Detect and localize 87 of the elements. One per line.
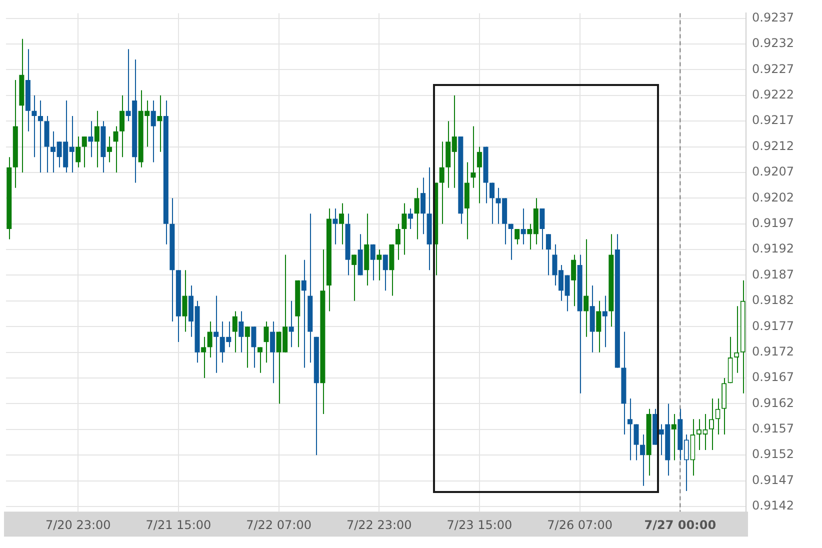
y-tick-label: 0.9202 xyxy=(752,190,794,204)
y-tick-label: 0.9197 xyxy=(752,216,794,230)
candlestick xyxy=(715,398,720,436)
candlestick xyxy=(76,136,81,168)
candlestick xyxy=(584,238,589,338)
candlestick xyxy=(264,320,269,364)
candlestick xyxy=(722,378,727,436)
y-tick-label: 0.9147 xyxy=(752,472,794,487)
candlestick xyxy=(540,208,545,250)
x-tick-label: 7/21 15:00 xyxy=(146,518,212,532)
candlestick xyxy=(339,202,344,245)
candlestick xyxy=(332,208,338,245)
candlestick xyxy=(514,228,520,245)
candlestick xyxy=(728,336,733,384)
y-tick-label: 0.9167 xyxy=(752,370,794,384)
candlestick xyxy=(113,126,118,173)
candlestick xyxy=(546,234,551,276)
candlestick xyxy=(301,259,306,368)
y-tick-label: 0.9207 xyxy=(752,164,794,179)
candlestick xyxy=(408,208,413,230)
candlestick xyxy=(120,94,125,158)
y-tick-label: 0.9212 xyxy=(752,138,794,153)
candlestick xyxy=(402,202,407,256)
y-tick-label: 0.9232 xyxy=(752,36,794,50)
candlestick xyxy=(82,136,87,168)
x-tick-label: 7/27 00:00 xyxy=(644,518,716,532)
y-tick-label: 0.9222 xyxy=(752,88,794,102)
y-tick-label: 0.9172 xyxy=(752,344,794,358)
candlestick xyxy=(251,326,256,368)
candlestick xyxy=(734,306,740,374)
y-tick-label: 0.9227 xyxy=(752,62,794,76)
candlestick xyxy=(690,418,696,476)
y-tick-label: 0.9157 xyxy=(752,422,794,436)
candlestick xyxy=(596,300,602,353)
y-tick-label: 0.9177 xyxy=(752,318,794,333)
candlestick xyxy=(106,136,112,163)
candlestick xyxy=(470,126,476,188)
candlestick xyxy=(352,254,357,302)
candlestick xyxy=(420,177,426,235)
candlestick xyxy=(288,300,294,348)
candlestick xyxy=(709,398,714,450)
x-tick-label: 7/20 23:00 xyxy=(45,518,111,532)
candlestick xyxy=(508,223,514,260)
candlestick xyxy=(270,320,276,384)
candlestick xyxy=(88,120,94,158)
candlestick xyxy=(201,336,206,379)
x-tick-label: 7/22 23:00 xyxy=(346,518,412,532)
candlestick xyxy=(244,326,250,368)
y-tick-label: 0.9162 xyxy=(752,396,794,410)
candlestick xyxy=(370,244,376,281)
candlestick xyxy=(490,182,495,224)
candlestick xyxy=(439,141,444,224)
x-tick-label: 7/26 07:00 xyxy=(547,518,612,532)
y-tick-label: 0.9192 xyxy=(752,242,794,256)
candlestick xyxy=(395,223,400,260)
candlestick xyxy=(150,100,156,163)
y-tick-label: 0.9152 xyxy=(752,447,794,462)
candlestick xyxy=(376,249,382,281)
candlestick xyxy=(182,270,188,332)
candlestick xyxy=(238,310,244,353)
candlestick xyxy=(94,110,100,168)
x-tick-label: 7/23 15:00 xyxy=(446,518,512,532)
candlestick xyxy=(640,434,646,486)
candlestick xyxy=(571,254,576,307)
candlestick xyxy=(702,413,708,450)
candlestick xyxy=(232,310,238,353)
candlestick xyxy=(671,413,676,461)
candlestick xyxy=(520,208,526,245)
x-tick-label: 7/22 07:00 xyxy=(246,518,312,532)
candlestick xyxy=(257,346,262,374)
candlestick xyxy=(38,100,43,173)
y-tick-label: 0.9182 xyxy=(752,293,794,308)
candlestick xyxy=(214,295,219,374)
y-tick-label: 0.9217 xyxy=(752,113,794,128)
candlestick xyxy=(382,254,388,292)
candlestick xyxy=(627,398,632,461)
candlestick xyxy=(476,146,482,204)
candlestick xyxy=(634,424,639,461)
candlestick xyxy=(602,295,608,348)
candlestick xyxy=(157,94,162,152)
y-tick-label: 0.9142 xyxy=(752,498,794,513)
candlestick xyxy=(696,418,702,450)
candlestick xyxy=(207,320,212,358)
y-tick-label: 0.9187 xyxy=(752,267,794,282)
candlestick xyxy=(414,187,420,240)
candlestick xyxy=(32,94,37,158)
y-tick-label: 0.9237 xyxy=(752,10,794,24)
